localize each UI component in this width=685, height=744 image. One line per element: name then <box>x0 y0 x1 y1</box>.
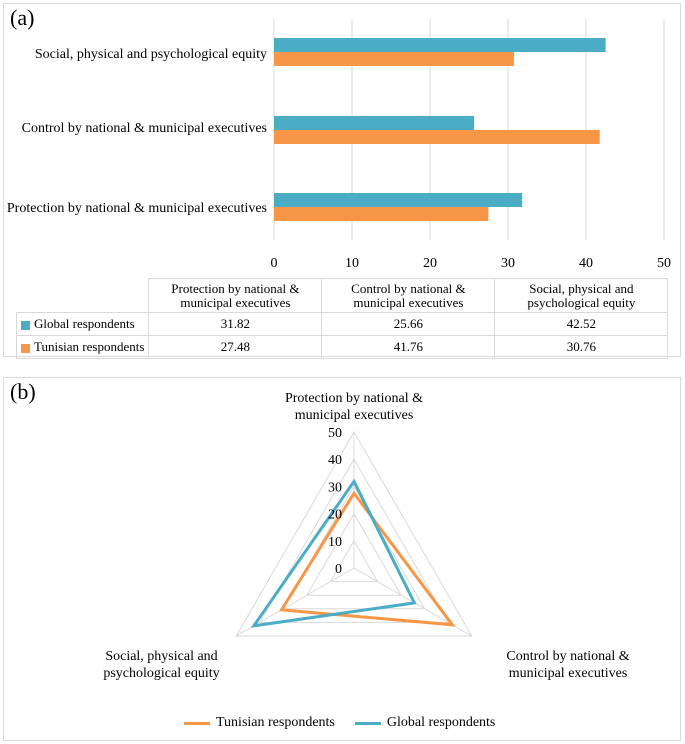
series-name: Global respondents <box>34 316 135 331</box>
tunisian-swatch-icon <box>21 343 30 353</box>
data-table-header-row: Protection by national & municipal execu… <box>17 278 669 313</box>
radar-axis-label: Control by national & municipal executiv… <box>506 649 630 681</box>
data-table: Protection by national & municipal execu… <box>15 278 669 359</box>
bar-category-label: Control by national & municipal executiv… <box>21 121 267 136</box>
panel-a: (a) Social, physical and psychological e… <box>3 3 681 359</box>
data-table-header: Social, physical and psychological equit… <box>494 278 669 313</box>
global-bar <box>274 38 606 52</box>
x-tick-label: 0 <box>270 256 278 271</box>
global-series-line <box>250 478 417 628</box>
radar-tick-label: 10 <box>328 535 342 550</box>
global-swatch-icon <box>21 320 30 330</box>
panel-a-label: (a) <box>10 5 35 30</box>
global-bar <box>274 116 475 130</box>
radar-grid-ring <box>329 539 379 583</box>
data-table-cell: 30.76 <box>494 335 669 359</box>
tunisian-series-line <box>278 490 456 627</box>
data-table-cell: 31.82 <box>148 312 323 336</box>
legend-label: Global respondents <box>386 715 496 730</box>
data-table-row: Global respondents 31.82 25.66 42.52 <box>15 312 669 336</box>
radar-chart: 0 10 20 30 40 50 <box>235 426 473 637</box>
data-table-cell: 25.66 <box>321 312 496 336</box>
radar-grid-ring <box>235 430 473 637</box>
legend-label: Tunisian respondents <box>216 715 335 730</box>
x-tick-label: 40 <box>579 256 593 271</box>
radar-grid-ring <box>258 458 450 623</box>
x-tick-label: 50 <box>657 256 671 271</box>
data-table-cell: 42.52 <box>494 312 669 336</box>
data-table-corner <box>17 279 149 313</box>
data-table-cell: 27.48 <box>148 335 323 359</box>
radar-tick-label: 30 <box>328 480 342 495</box>
data-table-header: Control by national & municipal executiv… <box>321 278 496 313</box>
radar-axis-label: Social, physical and psychological equit… <box>103 649 220 681</box>
bar-chart <box>273 19 665 240</box>
tunisian-bar <box>274 207 489 221</box>
bar-category-label: Social, physical and psychological equit… <box>34 47 267 62</box>
radar-tick-label: 20 <box>328 508 342 523</box>
data-table-row-label: Global respondents <box>15 312 150 336</box>
radar-tick-label: 0 <box>335 562 342 577</box>
tunisian-legend-line-icon <box>184 721 210 725</box>
panel-b: (b) Protection by national & municipal e… <box>3 377 681 741</box>
global-bar <box>274 193 523 207</box>
tunisian-bar <box>274 130 600 144</box>
data-table-row-label: Tunisian respondents <box>15 335 150 359</box>
radar-grid-ring <box>306 512 402 596</box>
bar-category-label: Protection by national & municipal execu… <box>6 201 267 216</box>
radar-legend: Tunisian respondents Global respondents <box>184 715 495 731</box>
global-legend-line-icon <box>354 721 381 725</box>
x-tick-label: 20 <box>423 256 437 271</box>
data-table-row: Tunisian respondents 27.48 41.76 30.76 <box>15 335 669 359</box>
series-name: Tunisian respondents <box>34 339 145 354</box>
x-tick-label: 10 <box>345 256 359 271</box>
tunisian-bar <box>274 52 514 66</box>
data-table-header: Protection by national & municipal execu… <box>148 278 323 313</box>
panel-b-label: (b) <box>10 379 36 404</box>
x-tick-label: 30 <box>501 256 515 271</box>
radar-axis-label: Protection by national & municipal execu… <box>284 391 424 423</box>
radar-tick-label: 40 <box>328 453 342 468</box>
radar-tick-label: 50 <box>328 426 342 441</box>
data-table-cell: 41.76 <box>321 335 496 359</box>
